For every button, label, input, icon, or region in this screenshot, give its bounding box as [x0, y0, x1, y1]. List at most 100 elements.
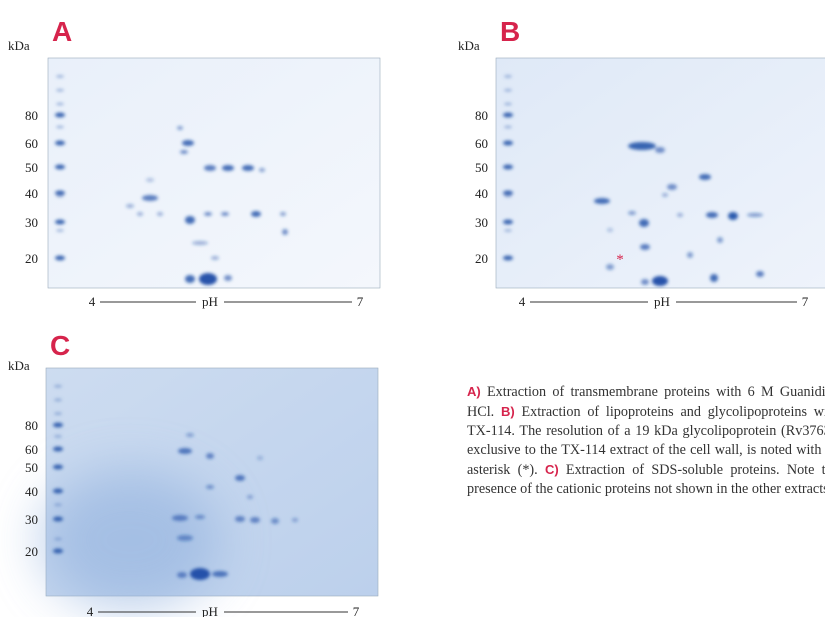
protein-spot	[199, 273, 217, 285]
protein-spot	[607, 228, 613, 232]
marker-label: 20	[25, 544, 38, 559]
ladder-band	[504, 125, 512, 129]
ladder-band	[503, 190, 513, 196]
protein-spot	[271, 518, 279, 524]
marker-label: 30	[475, 215, 488, 230]
protein-spot	[247, 495, 253, 499]
protein-spot	[157, 212, 163, 216]
gel-spots	[53, 384, 298, 580]
gel-spots	[503, 74, 764, 286]
gel-image	[495, 57, 825, 289]
ladder-band	[504, 74, 512, 78]
protein-spot	[747, 213, 763, 217]
panel-letter: C	[50, 330, 70, 361]
protein-spot	[221, 212, 229, 216]
ladder-band	[54, 434, 62, 438]
gel-smear	[40, 470, 220, 610]
protein-spot	[177, 535, 193, 541]
ladder-band	[55, 255, 65, 261]
marker-label: 80	[25, 418, 38, 433]
protein-spot	[710, 274, 718, 282]
protein-spot	[177, 572, 187, 578]
marker-label: 30	[25, 215, 38, 230]
ph-label: pH	[654, 294, 670, 309]
protein-spot	[280, 212, 286, 216]
protein-spot	[206, 453, 214, 459]
protein-spot	[224, 275, 232, 281]
ladder-band	[504, 102, 512, 106]
protein-spot	[717, 237, 723, 243]
protein-spot	[178, 448, 192, 454]
ladder-band	[503, 219, 513, 225]
marker-label: 30	[25, 512, 38, 527]
protein-spot	[190, 568, 210, 580]
asterisk: *	[616, 252, 624, 268]
protein-spot	[211, 256, 219, 260]
protein-spot	[641, 279, 649, 285]
marker-label: 50	[25, 460, 38, 475]
protein-spot	[639, 219, 649, 227]
protein-spot	[628, 142, 656, 150]
protein-spot	[172, 515, 188, 521]
protein-spot	[756, 271, 764, 277]
ladder-band	[56, 74, 64, 78]
protein-spot	[206, 485, 214, 489]
unit-label: kDa	[458, 38, 480, 53]
protein-spot	[146, 178, 154, 182]
protein-spot	[655, 147, 665, 153]
protein-spot	[204, 165, 216, 171]
protein-spot	[667, 184, 677, 190]
marker-label: 50	[475, 160, 488, 175]
protein-spot	[677, 213, 683, 217]
ph-label: pH	[202, 294, 218, 309]
ladder-band	[54, 537, 62, 541]
marker-label: 20	[475, 251, 488, 266]
protein-spot	[137, 212, 143, 216]
protein-spot	[192, 241, 208, 245]
caption-label: C)	[544, 462, 559, 477]
ladder-band	[54, 398, 62, 402]
marker-label: 40	[25, 186, 38, 201]
protein-spot	[195, 515, 205, 519]
ph-start: 4	[87, 604, 94, 617]
caption: A) Extraction of transmembrane proteins …	[467, 382, 825, 499]
ph-end: 7	[353, 604, 360, 617]
panel-letter: A	[52, 16, 72, 47]
ladder-band	[53, 422, 63, 428]
protein-spot	[640, 244, 650, 250]
protein-spot	[687, 252, 693, 258]
ladder-band	[503, 140, 513, 146]
protein-spot	[177, 126, 183, 130]
marker-label: 60	[25, 136, 38, 151]
protein-spot	[652, 276, 668, 286]
ladder-band	[56, 125, 64, 129]
protein-spot	[235, 516, 245, 522]
protein-spot	[142, 195, 158, 201]
protein-spot	[182, 140, 194, 146]
ph-start: 4	[519, 294, 526, 309]
ladder-band	[54, 412, 62, 416]
ladder-band	[55, 140, 65, 146]
caption-label: A)	[467, 384, 481, 399]
caption-text: Extraction of lipoproteins and glycolipo…	[467, 404, 825, 478]
panel-letter: B	[500, 16, 520, 47]
caption-text: Extraction of transmembrane proteins wit…	[467, 384, 825, 420]
ladder-band	[504, 88, 512, 92]
ladder-band	[503, 112, 513, 118]
ladder-band	[53, 488, 63, 494]
protein-spot	[186, 433, 194, 437]
unit-label: kDa	[8, 38, 30, 53]
protein-spot	[259, 168, 265, 172]
marker-label: 80	[475, 108, 488, 123]
protein-spot	[204, 212, 212, 216]
protein-spot	[185, 275, 195, 283]
marker-label: 40	[475, 186, 488, 201]
unit-label: kDa	[8, 358, 30, 373]
marker-label: 40	[25, 484, 38, 499]
ladder-band	[503, 164, 513, 170]
ladder-band	[53, 464, 63, 470]
protein-spot	[706, 212, 718, 218]
ladder-band	[504, 194, 512, 198]
marker-label: 60	[475, 136, 488, 151]
